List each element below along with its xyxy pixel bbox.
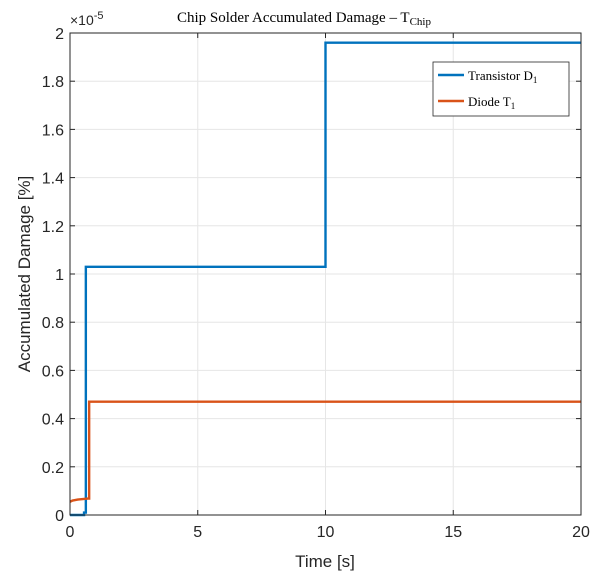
- y-tick-label: 0.8: [42, 315, 64, 332]
- y-tick-label: 0.6: [42, 363, 64, 380]
- y-multiplier: ×10-5: [70, 10, 104, 28]
- chart-title: Chip Solder Accumulated Damage – TChip: [177, 10, 431, 28]
- legend: Transistor D1 Diode T1: [432, 61, 570, 117]
- y-tick-label: 1.2: [42, 219, 64, 236]
- tick-labels: 0 5 10 15 20 0 0.2 0.4 0.6 0.8 1 1.2 1.4 1.6 1.8 2: [42, 26, 590, 541]
- y-tick-label: 1.8: [42, 74, 64, 91]
- x-tick-label: 5: [193, 524, 202, 541]
- y-tick-label: 1.6: [42, 122, 64, 139]
- legend-box: [432, 61, 570, 117]
- y-tick-label: 0.2: [42, 460, 64, 477]
- x-tick-label: 0: [66, 524, 75, 541]
- series-line-1: [69, 400, 581, 503]
- y-tick-label: 1.4: [42, 171, 64, 188]
- y-axis-label: Accumulated Damage [%]: [15, 176, 34, 373]
- x-tick-label: 20: [572, 524, 590, 541]
- y-tick-label: 1: [55, 267, 64, 284]
- ticks: [69, 32, 582, 516]
- x-tick-label: 15: [444, 524, 462, 541]
- y-tick-label: 2: [55, 26, 64, 43]
- x-axis-label: Time [s]: [295, 552, 355, 571]
- x-tick-label: 10: [317, 524, 335, 541]
- y-tick-label: 0: [55, 508, 64, 525]
- legend-label-diode: Diode T1: [468, 94, 515, 111]
- y-tick-label: 0.4: [42, 412, 64, 429]
- legend-label-transistor: Transistor D1: [468, 68, 537, 85]
